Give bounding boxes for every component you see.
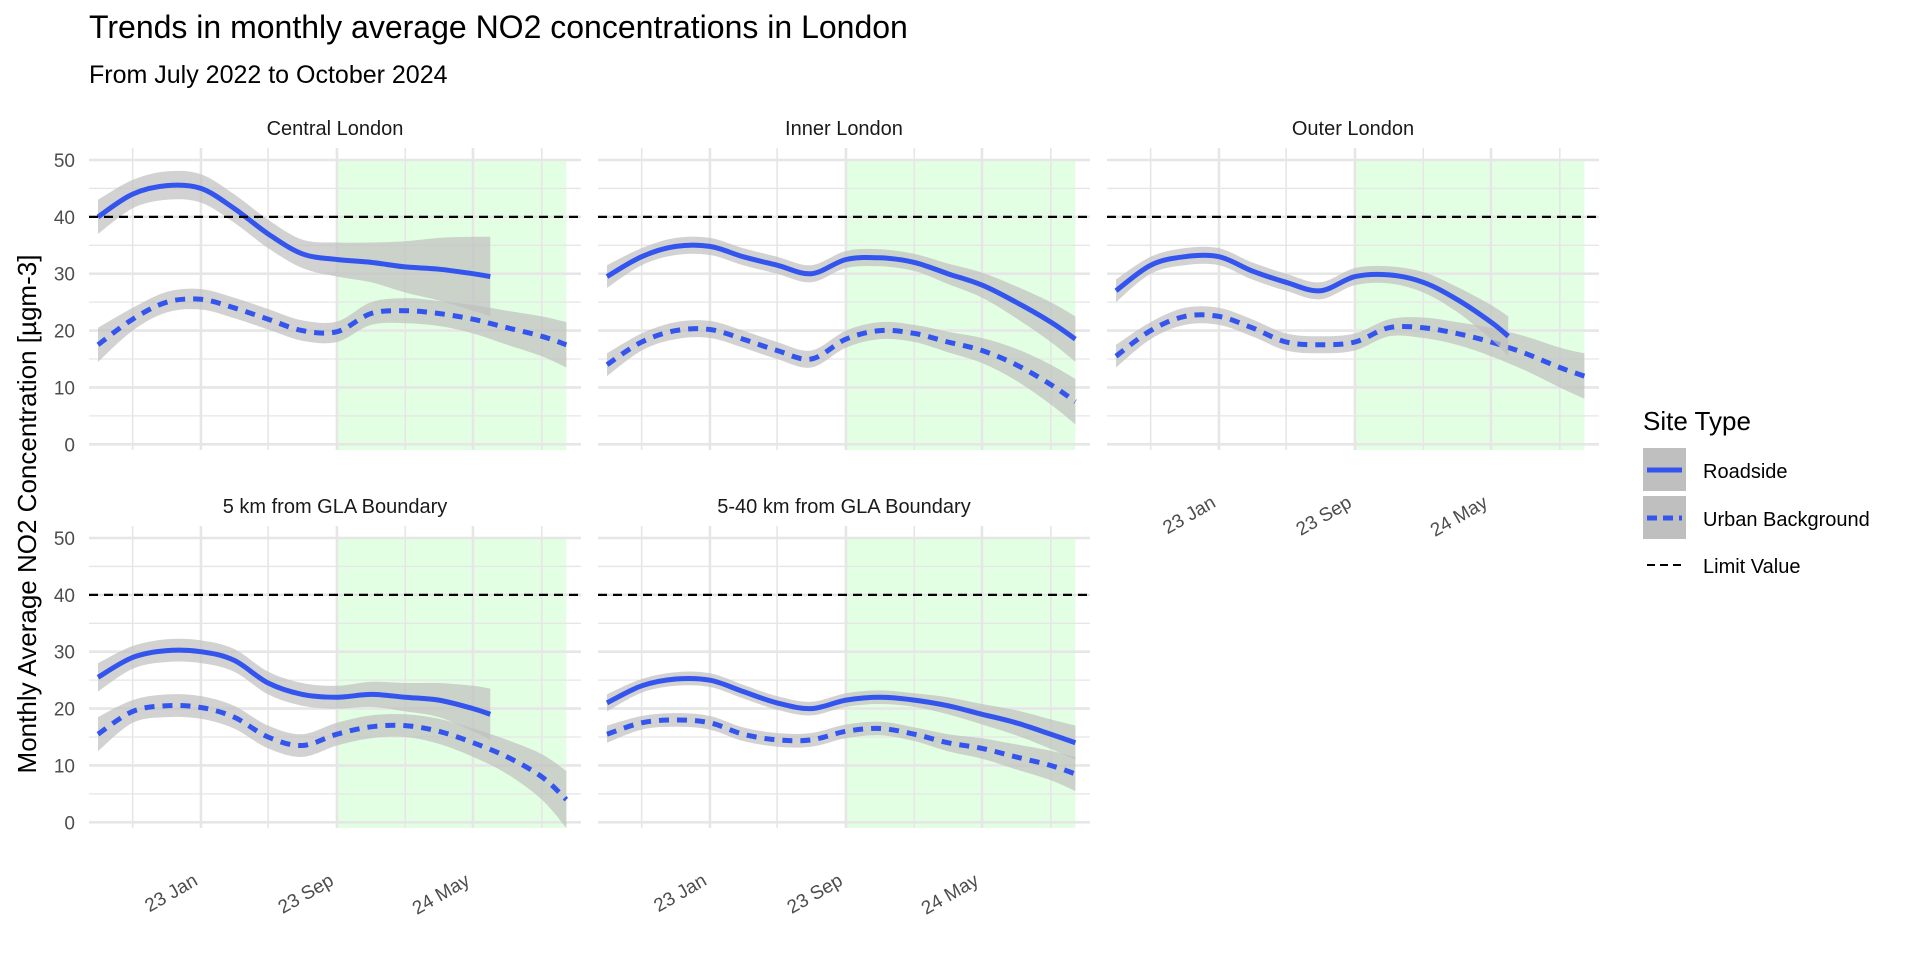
- urban-confidence-band: [607, 320, 1076, 425]
- urban-trend-line: [605, 326, 1077, 404]
- facet-title: Inner London: [785, 118, 903, 140]
- facet-5-40-km-from-gla-boundary: 5-40 km from GLA Boundary 23 Jan 23 Sep 24 …: [598, 496, 1090, 919]
- facet-title: 5 km from GLA Boundary: [223, 496, 448, 518]
- y-tick-label: 10: [54, 378, 75, 399]
- urban-trend-line: [606, 717, 1077, 777]
- y-tick-label: 0: [64, 813, 75, 834]
- chart-subtitle: From July 2022 to October 2024: [89, 61, 448, 89]
- y-axis-label: Monthly Average NO2 Concentration [µgm-3…: [12, 255, 42, 774]
- roadside-trend-line: [605, 675, 1077, 746]
- urban-trend-line: [1114, 312, 1586, 379]
- legend-label-urban: Urban Background: [1703, 509, 1870, 531]
- facet-inner-london: Inner London: [598, 118, 1090, 450]
- x-tick-label: 23 Sep: [275, 870, 338, 918]
- y-tick-label: 30: [54, 265, 75, 286]
- facet-5-km-from-gla-boundary: 5 km from GLA Boundary 0 10 20 30 40 50 23 Jan 2…: [54, 496, 581, 919]
- y-tick-label: 20: [54, 322, 75, 343]
- y-tick-label: 40: [54, 586, 75, 607]
- facet-panels: Central London 0 10 20 30 40 50 Inner London Out…: [54, 118, 1599, 919]
- legend-title: Site Type: [1643, 406, 1751, 436]
- facet-title: Central London: [267, 118, 404, 140]
- chart-title: Trends in monthly average NO2 concentrat…: [89, 9, 908, 45]
- x-tick-label: 23 Jan: [1160, 492, 1220, 539]
- y-tick-label: 50: [54, 529, 75, 550]
- x-tick-label: 24 May: [1427, 492, 1492, 542]
- facet-title: Outer London: [1292, 118, 1414, 140]
- y-tick-label: 40: [54, 208, 75, 229]
- facet-outer-london: Outer London 23 Jan 23 Sep 24 May: [1107, 118, 1599, 541]
- roadside-trend-line: [1114, 252, 1510, 339]
- roadside-trend-line: [605, 242, 1077, 342]
- x-tick-label: 24 May: [918, 870, 983, 920]
- urban-trend-line: [96, 296, 568, 348]
- x-tick-label: 23 Jan: [142, 870, 202, 917]
- x-tick-label: 23 Jan: [651, 870, 711, 917]
- highlight-region: [845, 538, 1076, 828]
- urban-confidence-band: [98, 694, 567, 828]
- y-tick-label: 20: [54, 700, 75, 721]
- urban-confidence-band: [98, 288, 567, 368]
- x-tick-label: 24 May: [409, 870, 474, 920]
- x-tick-label: 23 Sep: [784, 870, 847, 918]
- legend: Site Type Roadside Urban Background Limi…: [1643, 406, 1870, 578]
- y-tick-label: 50: [54, 151, 75, 172]
- urban-confidence-band: [607, 713, 1076, 791]
- roadside-trend-line: [96, 647, 492, 717]
- roadside-confidence-band: [98, 638, 491, 740]
- facet-title: 5-40 km from GLA Boundary: [717, 496, 970, 518]
- y-tick-label: 30: [54, 643, 75, 664]
- legend-label-limit: Limit Value: [1703, 556, 1800, 578]
- roadside-trend-line: [96, 182, 491, 280]
- roadside-confidence-band: [98, 170, 491, 317]
- legend-label-roadside: Roadside: [1703, 461, 1788, 483]
- y-tick-label: 0: [64, 435, 75, 456]
- facet-central-london: Central London 0 10 20 30 40 50: [54, 118, 581, 456]
- roadside-confidence-band: [1116, 246, 1509, 357]
- roadside-confidence-band: [607, 236, 1076, 362]
- urban-confidence-band: [1116, 306, 1585, 399]
- urban-trend-line: [96, 702, 569, 802]
- x-tick-label: 23 Sep: [1293, 492, 1356, 540]
- y-tick-label: 10: [54, 756, 75, 777]
